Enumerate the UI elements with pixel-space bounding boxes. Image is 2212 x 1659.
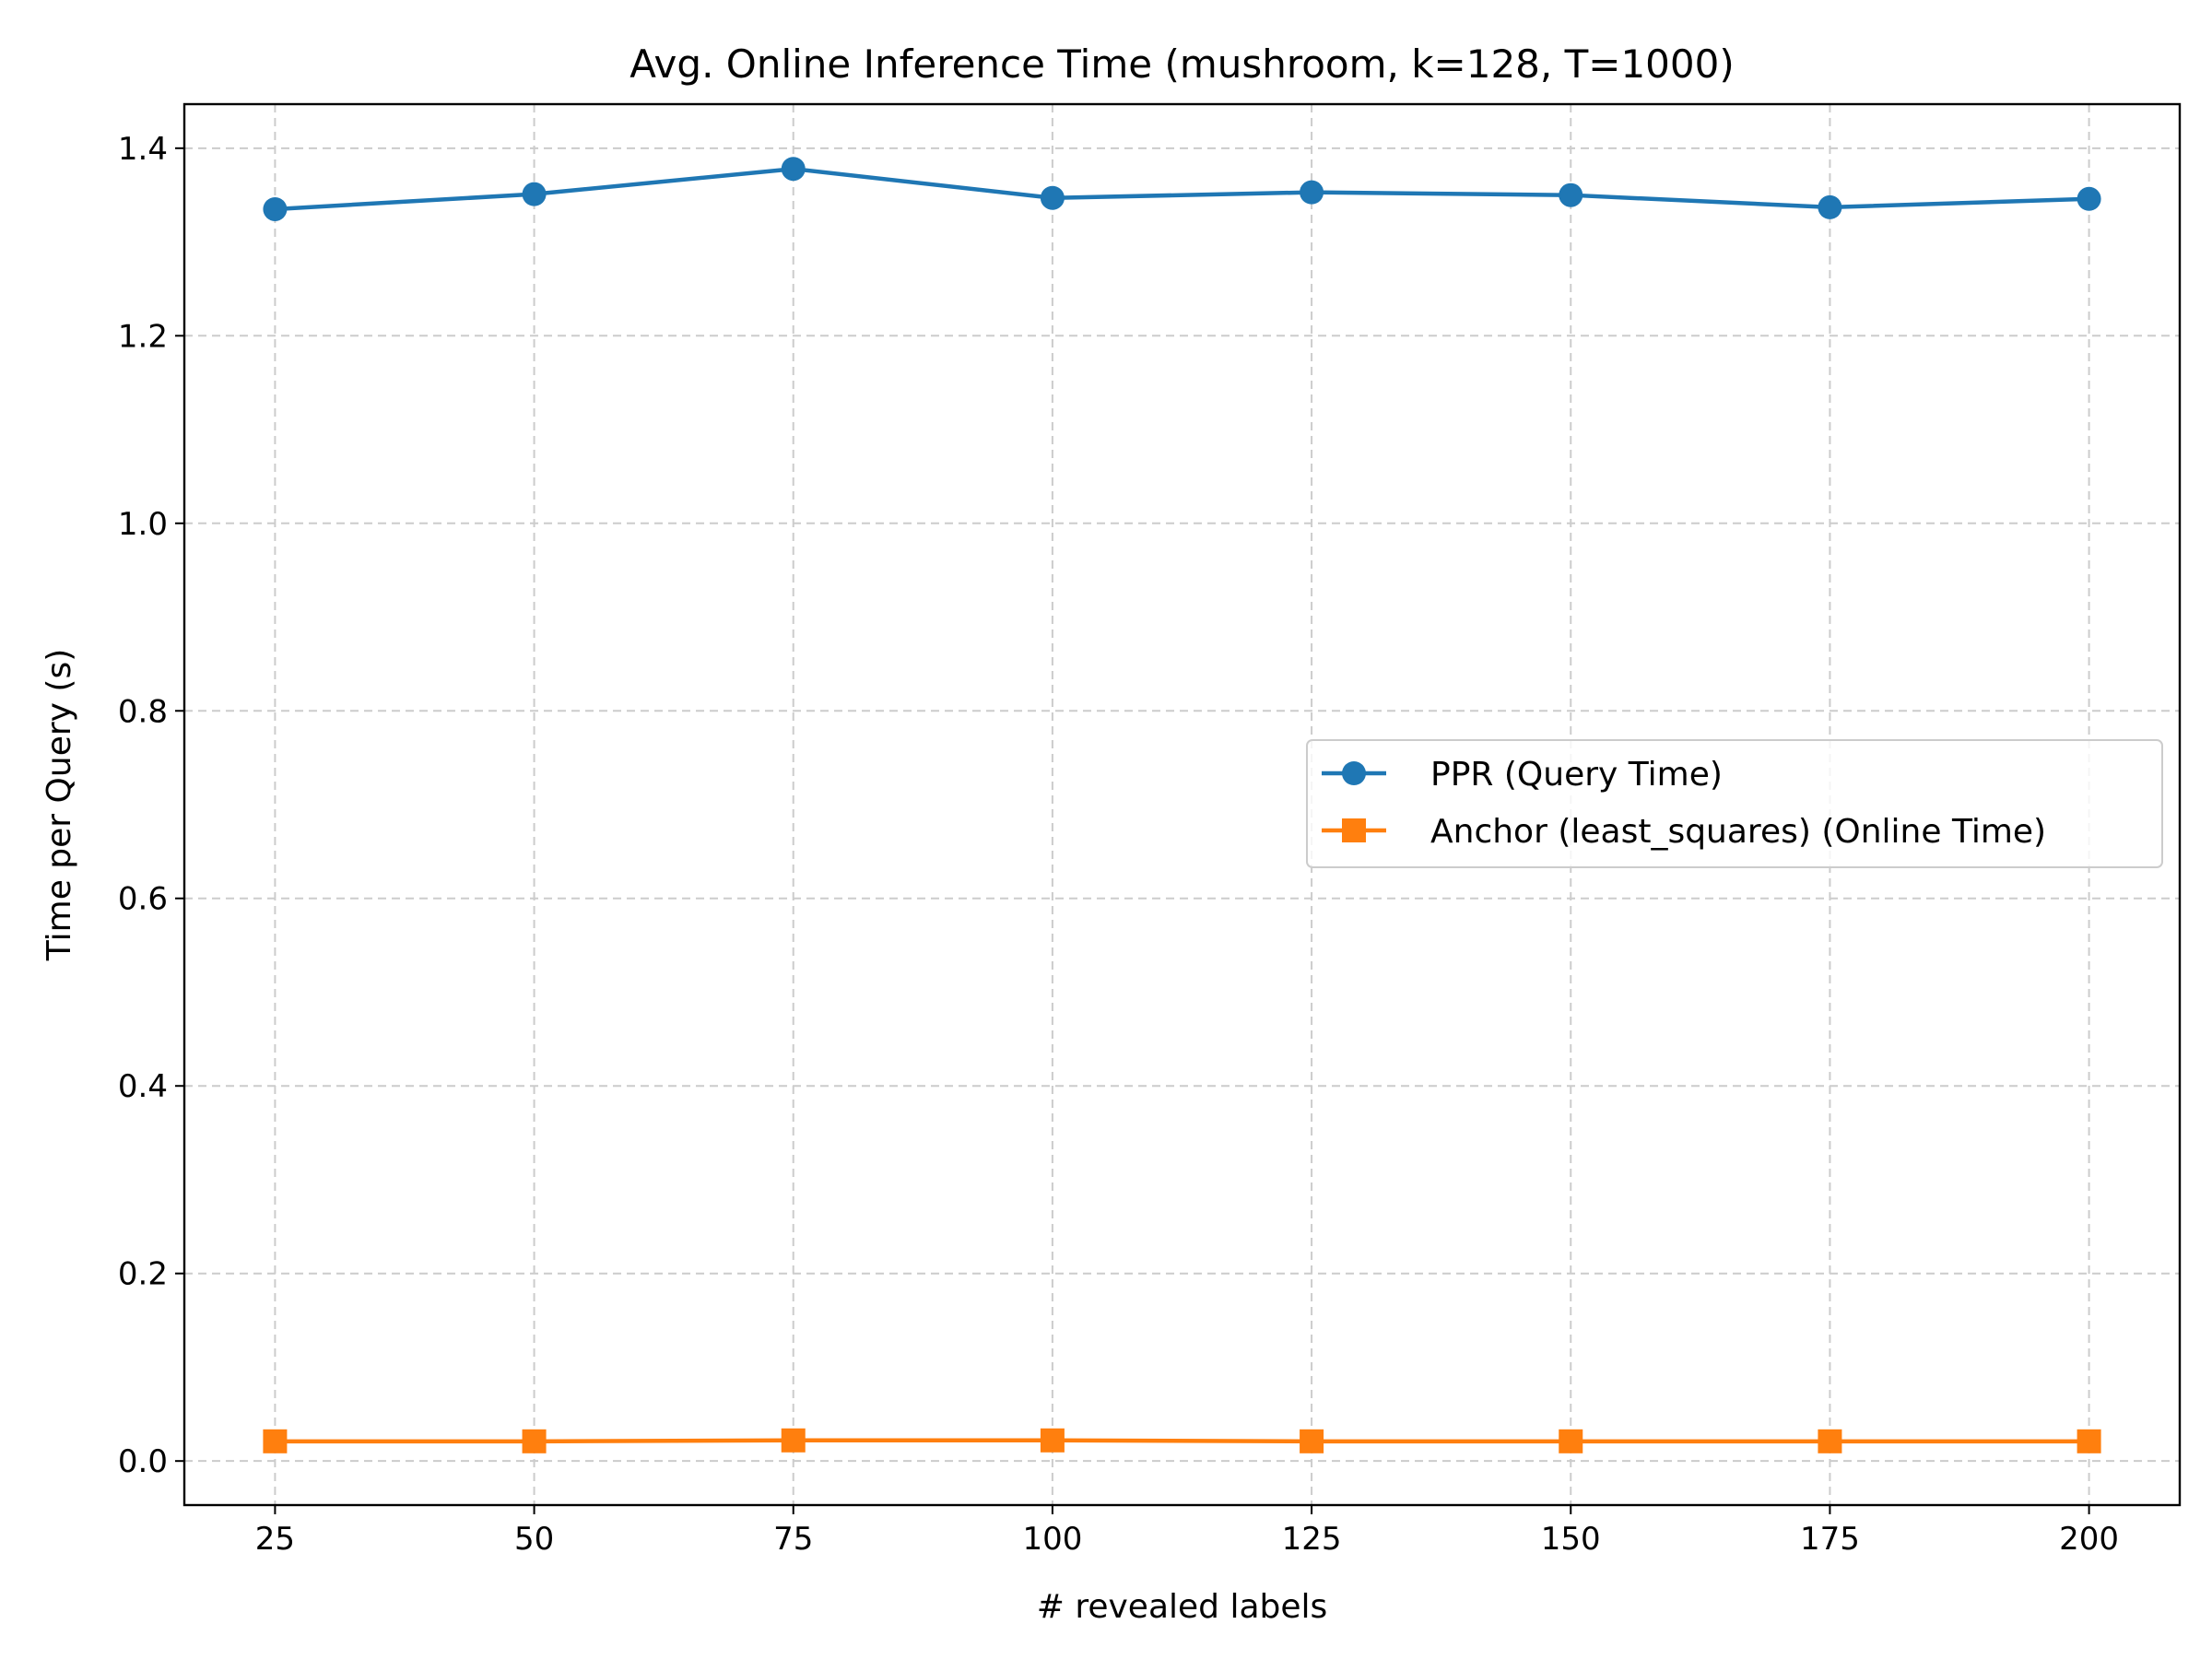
legend-item: PPR (Query Time) bbox=[1322, 756, 1723, 794]
legend-item: Anchor (least_squares) (Online Time) bbox=[1322, 813, 2046, 851]
data-point bbox=[1040, 185, 1065, 210]
data-point bbox=[263, 1429, 288, 1453]
y-axis-label: Time per Query (s) bbox=[41, 649, 78, 961]
legend-label: Anchor (least_squares) (Online Time) bbox=[1430, 813, 2046, 851]
x-tick-label: 125 bbox=[1282, 1521, 1342, 1558]
data-point bbox=[1818, 194, 1842, 219]
x-tick-label: 25 bbox=[255, 1521, 295, 1558]
x-axis-label: # revealed labels bbox=[1037, 1588, 1328, 1626]
x-tick-label: 50 bbox=[514, 1521, 554, 1558]
data-point bbox=[522, 182, 547, 206]
legend-box bbox=[1306, 739, 2163, 868]
x-tick-label: 175 bbox=[1800, 1521, 1860, 1558]
x-tick-label: 200 bbox=[2059, 1521, 2119, 1558]
x-tick-label: 150 bbox=[1541, 1521, 1601, 1558]
data-point bbox=[1559, 1429, 1583, 1453]
data-point bbox=[2077, 1429, 2101, 1453]
data-point bbox=[1559, 182, 1583, 207]
legend-label: PPR (Query Time) bbox=[1430, 756, 1723, 794]
y-tick-label: 1.4 bbox=[118, 131, 168, 168]
data-point bbox=[1818, 1429, 1842, 1453]
y-tick-label: 0.8 bbox=[118, 693, 168, 730]
x-tick-label: 75 bbox=[773, 1521, 813, 1558]
data-point bbox=[781, 1428, 806, 1453]
x-tick-label: 100 bbox=[1022, 1521, 1082, 1558]
grid bbox=[184, 104, 2180, 1505]
data-point bbox=[522, 1429, 547, 1453]
legend-marker bbox=[1342, 761, 1366, 785]
y-tick-label: 1.0 bbox=[118, 506, 168, 543]
series-1 bbox=[263, 157, 2101, 221]
y-tick-label: 1.2 bbox=[118, 318, 168, 355]
data-point bbox=[1040, 1428, 1065, 1453]
axis-ticks: 25 50 75 100 125 150 175 200 0.0 0.2 0.4 0.6 0.8 1.0 1… bbox=[118, 131, 2119, 1558]
data-point bbox=[263, 196, 288, 221]
y-tick-label: 0.2 bbox=[118, 1256, 168, 1293]
y-tick-label: 0.6 bbox=[118, 881, 168, 918]
y-tick-label: 0.4 bbox=[118, 1068, 168, 1105]
y-tick-label: 0.0 bbox=[118, 1443, 168, 1480]
series-line bbox=[275, 166, 2089, 212]
series-2 bbox=[263, 1428, 2101, 1453]
data-point bbox=[781, 157, 806, 182]
data-point bbox=[1300, 1429, 1324, 1453]
data-point bbox=[2077, 186, 2101, 211]
plot-frame bbox=[182, 102, 2182, 1507]
legend-marker bbox=[1342, 818, 1366, 842]
legend: PPR (Query Time) Anchor (least_squares) (… bbox=[1306, 739, 2163, 868]
chart-title: Avg. Online Inference Time (mushroom, k=… bbox=[629, 41, 1734, 87]
series-layer bbox=[263, 157, 2101, 1453]
data-point bbox=[1300, 180, 1324, 205]
